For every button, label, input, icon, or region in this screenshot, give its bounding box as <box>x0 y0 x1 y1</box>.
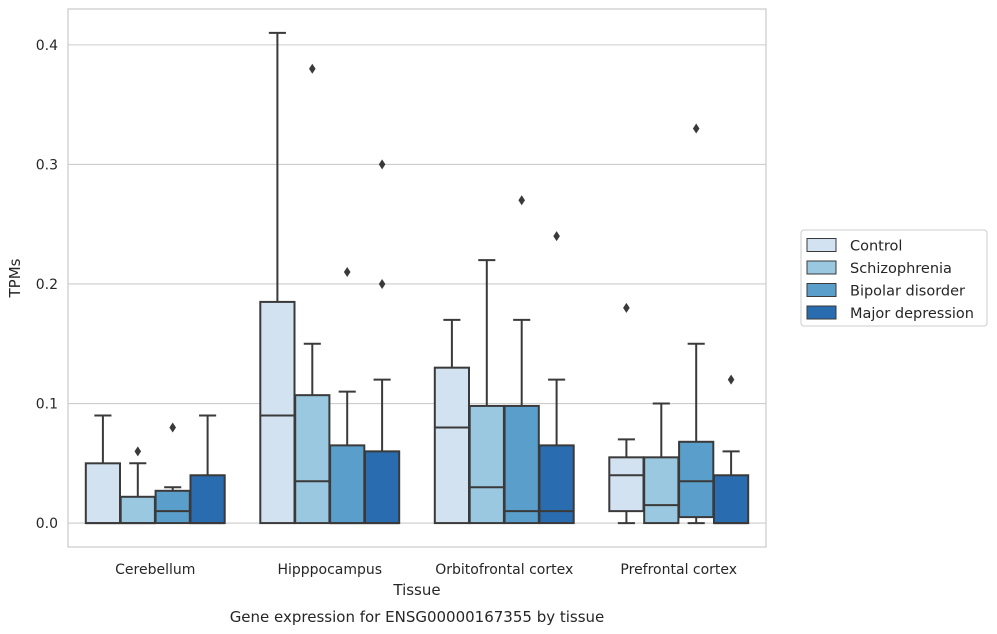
x-axis-title: Tissue <box>392 581 440 599</box>
legend-swatch <box>806 238 837 252</box>
box-iqr <box>433 366 471 525</box>
outlier-point <box>692 123 700 134</box>
y-tick-label: 0.4 <box>36 38 58 54</box>
box-element <box>294 63 331 525</box>
plot-frame <box>67 8 767 548</box>
box-element <box>259 31 296 525</box>
box-element <box>678 123 715 525</box>
box-series <box>84 31 750 525</box>
legend-swatch <box>806 283 837 297</box>
box-iqr <box>608 456 645 513</box>
legend-label: Bipolar disorder <box>850 284 965 300</box>
legend-item: Bipolar disorder <box>806 283 965 300</box>
box-element <box>84 414 122 525</box>
box-iqr <box>329 444 366 525</box>
box-element <box>189 414 226 525</box>
box-iqr <box>503 404 540 525</box>
outlier-point <box>378 278 386 289</box>
x-tick-label: Hipppocampus <box>277 562 382 578</box>
y-tick-labels: 0.0 0.1 0.2 0.3 0.4 <box>36 38 58 532</box>
outlier-point <box>343 267 351 278</box>
legend-label: Schizophrenia <box>850 261 952 277</box>
box-iqr <box>468 404 505 525</box>
legend-item: Major depression <box>806 305 974 322</box>
box-iqr <box>712 474 750 525</box>
y-tick-label: 0.2 <box>36 277 58 293</box>
outlier-point <box>553 231 560 242</box>
box-element <box>712 374 750 525</box>
box-element <box>433 318 471 525</box>
outlier-point <box>518 195 525 206</box>
legend-label: Control <box>850 239 902 255</box>
outlier-point <box>623 302 630 313</box>
legend-item: Control <box>806 238 902 255</box>
box-iqr <box>294 394 331 525</box>
outlier-point <box>309 63 316 74</box>
x-tick-labels: Cerebellum Hipppocampus Orbitofrontal cort… <box>115 562 737 578</box>
x-tick-label: Prefrontal cortex <box>620 562 737 578</box>
box-iqr <box>643 456 680 525</box>
box-iqr <box>119 495 156 525</box>
legend-frame <box>800 229 988 327</box>
figure-caption: Gene expression for ENSG00000167355 by t… <box>230 608 605 626</box>
box-iqr <box>259 300 296 525</box>
box-iqr <box>363 450 401 525</box>
box-iqr <box>189 474 226 525</box>
box-element <box>363 159 401 525</box>
box-iqr <box>154 489 191 525</box>
outlier-point <box>727 374 735 385</box>
y-tick-label: 0.1 <box>36 397 58 413</box>
outlier-point <box>169 422 176 433</box>
y-tick-label: 0.0 <box>36 516 58 532</box>
box-element <box>119 446 156 525</box>
y-axis-title: TPMs <box>6 258 24 298</box>
box-element <box>503 195 540 525</box>
box-element <box>154 422 191 525</box>
outlier-point <box>134 446 142 457</box>
legend-swatch <box>806 260 837 275</box>
y-tick-label: 0.3 <box>36 157 58 173</box>
legend-swatch <box>806 305 837 320</box>
box-element <box>608 302 645 525</box>
legend-item: Schizophrenia <box>806 260 952 277</box>
box-iqr <box>678 440 715 519</box>
box-element <box>643 402 680 525</box>
legend: Control Schizophrenia Bipolar disorder Majo… <box>800 229 988 327</box>
box-element <box>329 267 366 525</box>
outlier-point <box>378 159 386 170</box>
box-iqr <box>84 462 122 525</box>
box-element <box>538 231 575 525</box>
x-tick-label: Cerebellum <box>115 562 195 578</box>
box-element <box>468 259 505 525</box>
x-tick-label: Orbitofrontal cortex <box>435 562 573 578</box>
legend-label: Major depression <box>850 306 974 322</box>
